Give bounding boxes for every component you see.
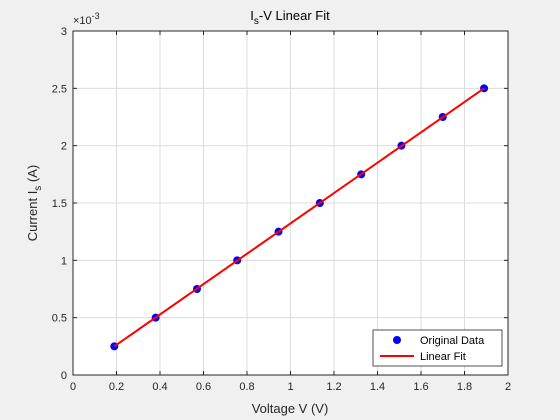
legend-label-original-data: Original Data	[420, 335, 485, 347]
x-tick-label: 0	[70, 381, 76, 393]
grid-layer	[73, 31, 508, 375]
legend-label-linear-fit: Linear Fit	[420, 351, 466, 363]
x-tick-label: 0.4	[152, 381, 167, 393]
legend: Original Data Linear Fit	[372, 329, 503, 367]
x-tick-label: 2	[505, 381, 511, 393]
y-axis-label: Current Is (A)	[25, 165, 44, 242]
y-tick-label: 2.5	[52, 83, 67, 95]
x-tick-label: 1	[287, 381, 293, 393]
x-tick-label: 1.6	[413, 381, 428, 393]
x-axis-label: Voltage V (V)	[252, 401, 329, 416]
x-tick-label: 0.6	[196, 381, 211, 393]
y-tick-label: 1	[61, 255, 67, 267]
x-tick-label: 1.2	[326, 381, 341, 393]
legend-marker-original-data	[393, 336, 401, 344]
y-multiplier: ×10-3	[73, 11, 100, 27]
tick-layer: 0 0.2 0.4 0.6 0.8 1 1.2 1.4 1.6 1.8 2 0 0.5 1 1.5 2 2.5 3	[52, 26, 511, 393]
y-tick-label: 0.5	[52, 313, 67, 325]
x-tick-label: 0.2	[109, 381, 124, 393]
legend-box	[372, 329, 503, 367]
y-tick-label: 0	[61, 370, 67, 382]
y-tick-label: 3	[61, 26, 67, 38]
x-tick-label: 1.8	[457, 381, 472, 393]
series-layer	[110, 84, 489, 351]
y-tick-label: 1.5	[52, 198, 67, 210]
x-tick-label: 0.8	[239, 381, 254, 393]
y-tick-label: 2	[61, 141, 67, 153]
x-tick-label: 1.4	[370, 381, 385, 393]
fit-line	[113, 87, 485, 348]
chart-title: Is-V Linear Fit	[250, 8, 330, 27]
